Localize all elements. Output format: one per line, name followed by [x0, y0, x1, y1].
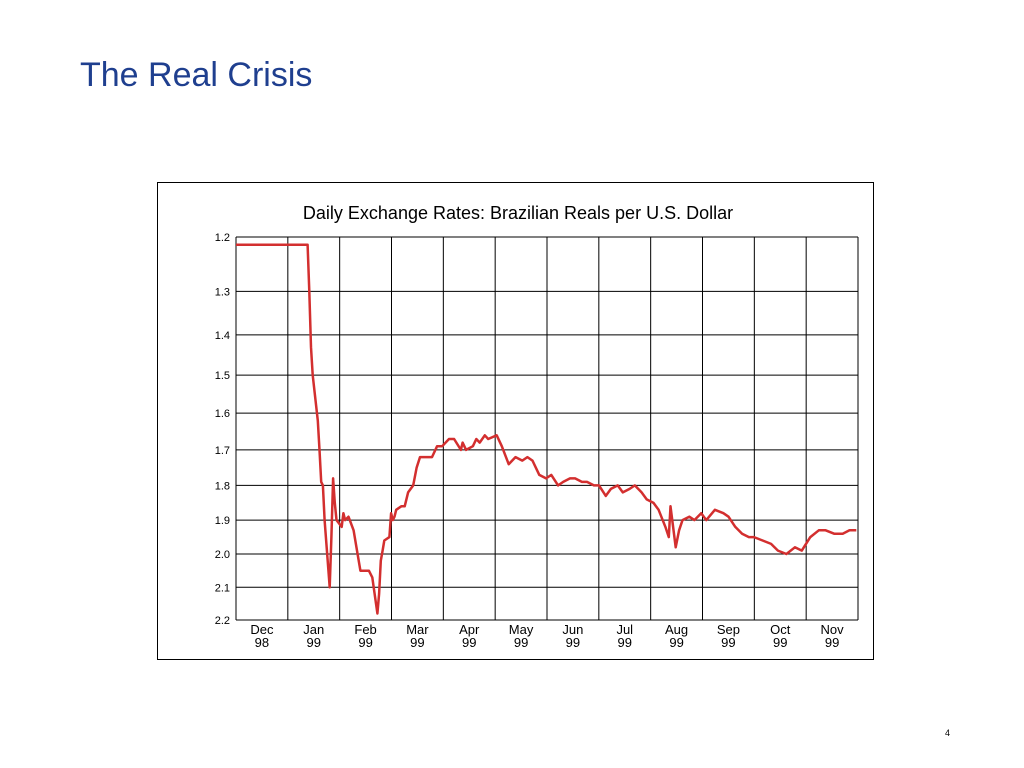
- x-tick-month: Mar: [406, 622, 429, 637]
- x-tick-year: 99: [566, 635, 580, 650]
- y-tick-label: 2.2: [215, 615, 230, 627]
- slide-title: The Real Crisis: [80, 56, 313, 94]
- x-tick-year: 99: [514, 635, 528, 650]
- y-tick-label: 1.6: [215, 408, 230, 420]
- y-tick-label: 1.5: [215, 370, 230, 382]
- x-tick-year: 99: [825, 635, 839, 650]
- x-tick-month: Jan: [303, 622, 324, 637]
- x-tick-year: 99: [721, 635, 735, 650]
- page-number: 4: [945, 728, 951, 738]
- x-tick-month: Dec: [250, 622, 274, 637]
- x-tick-month: Nov: [821, 622, 845, 637]
- x-tick-year: 99: [773, 635, 787, 650]
- y-tick-label: 1.7: [215, 445, 230, 457]
- x-tick-year: 98: [255, 635, 269, 650]
- x-tick-month: Jul: [616, 622, 633, 637]
- x-tick-month: Feb: [354, 622, 376, 637]
- y-tick-label: 2.1: [215, 582, 230, 594]
- x-tick-year: 99: [307, 635, 321, 650]
- x-tick-year: 99: [358, 635, 372, 650]
- exchange-rate-chart: Daily Exchange Rates: Brazilian Reals pe…: [215, 203, 859, 650]
- x-tick-month: Sep: [717, 622, 740, 637]
- x-tick-month: Oct: [770, 622, 791, 637]
- x-tick-month: May: [509, 622, 534, 637]
- y-tick-label: 1.3: [215, 286, 230, 298]
- y-tick-label: 1.8: [215, 480, 230, 492]
- x-tick-year: 99: [669, 635, 683, 650]
- series-line-0: [236, 243, 857, 615]
- series-layer: [236, 243, 857, 615]
- x-tick-year: 99: [618, 635, 632, 650]
- y-tick-label: 2.0: [215, 549, 230, 561]
- chart-title: Daily Exchange Rates: Brazilian Reals pe…: [303, 203, 733, 223]
- y-tick-label: 1.2: [215, 232, 230, 244]
- y-tick-label: 1.4: [215, 330, 230, 342]
- x-tick-month: Apr: [459, 622, 480, 637]
- x-tick-month: Aug: [665, 622, 688, 637]
- x-tick-year: 99: [462, 635, 476, 650]
- x-tick-month: Jun: [562, 622, 583, 637]
- grid-lines: [235, 236, 859, 621]
- chart-frame: Daily Exchange Rates: Brazilian Reals pe…: [157, 182, 874, 660]
- x-tick-year: 99: [410, 635, 424, 650]
- y-tick-label: 1.9: [215, 515, 230, 527]
